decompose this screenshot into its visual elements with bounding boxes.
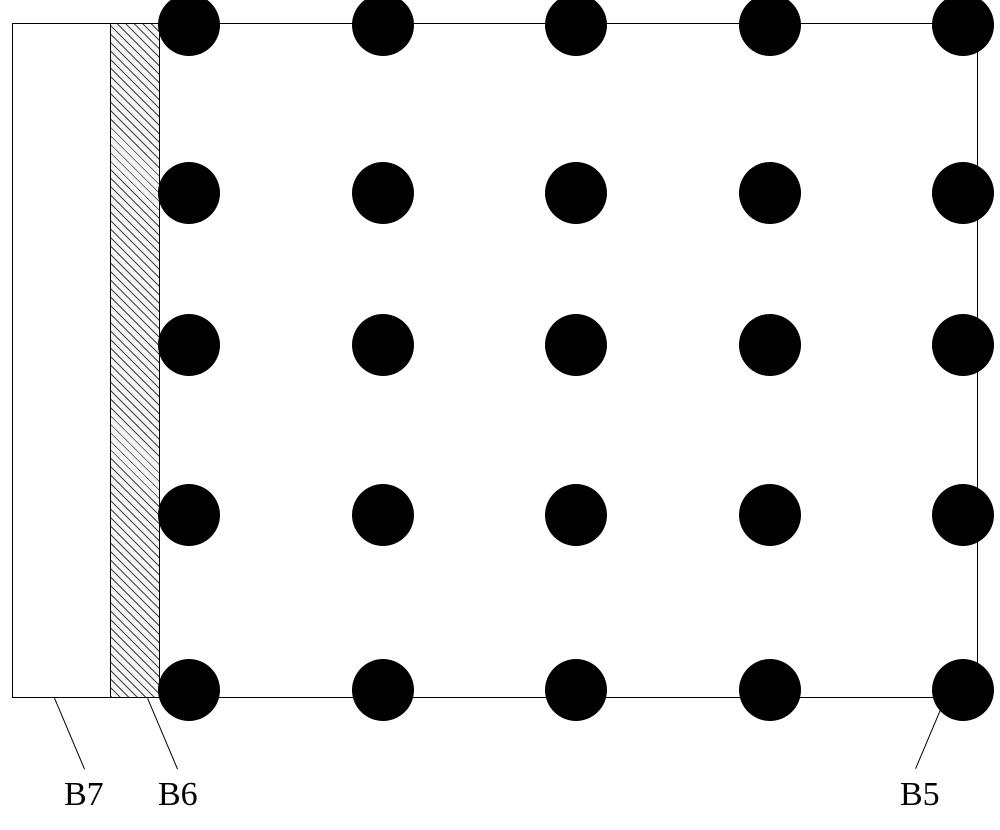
grid-dot: [545, 659, 607, 721]
label-B6: B6: [158, 776, 198, 814]
grid-dot: [739, 314, 801, 376]
grid-dot: [158, 659, 220, 721]
grid-dot: [932, 484, 994, 546]
grid-dot: [352, 162, 414, 224]
grid-dot: [932, 314, 994, 376]
grid-dot: [545, 162, 607, 224]
grid-dot: [352, 314, 414, 376]
grid-dot: [739, 484, 801, 546]
leader-line: [915, 698, 946, 769]
diagram-canvas: B7 B6 B5: [0, 0, 1000, 830]
grid-dot: [932, 659, 994, 721]
label-B5: B5: [900, 776, 940, 814]
grid-dot: [352, 659, 414, 721]
label-B7: B7: [64, 776, 104, 814]
grid-dot: [352, 484, 414, 546]
grid-dot: [739, 162, 801, 224]
grid-dot: [932, 162, 994, 224]
leader-line: [54, 698, 85, 769]
grid-dot: [932, 0, 994, 56]
grid-dot: [158, 484, 220, 546]
grid-dot: [158, 162, 220, 224]
grid-dot: [739, 659, 801, 721]
hatched-strip: [110, 23, 160, 698]
grid-dot: [545, 484, 607, 546]
grid-dot: [545, 314, 607, 376]
grid-dot: [158, 314, 220, 376]
